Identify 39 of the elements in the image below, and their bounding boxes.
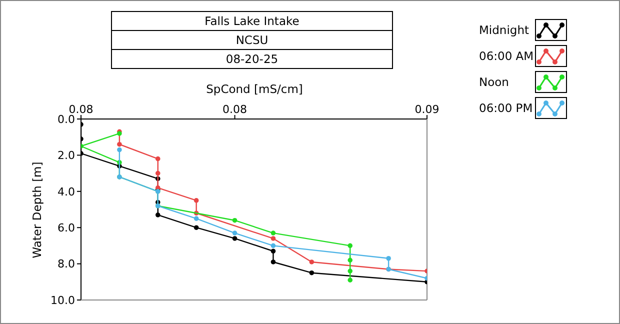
point: [348, 268, 353, 274]
point: [117, 147, 122, 152]
point: [270, 248, 276, 254]
text: 08-20-25: [112, 50, 392, 69]
point: [348, 243, 353, 248]
legend-label: 06:00 PM: [479, 101, 534, 115]
point: [309, 270, 314, 276]
legend-label: 06:00 AM: [479, 49, 535, 63]
x-tick-label: 0.08: [222, 103, 248, 116]
point: [270, 236, 276, 241]
y-tick-label: 4.0: [58, 185, 75, 198]
point: [232, 230, 238, 236]
y-tick-label: 2.0: [58, 149, 75, 162]
y-tick-label: 6.0: [58, 222, 75, 235]
x-axis-title: SpCond [mS/cm]: [205, 82, 304, 96]
point: [270, 230, 276, 236]
chart-subtitle: NCSU: [112, 31, 392, 50]
point: [194, 216, 199, 221]
x-tick-label: 0.09: [414, 103, 440, 116]
point: [348, 278, 353, 282]
point: [194, 198, 199, 203]
point: [309, 260, 314, 264]
point: [155, 170, 160, 176]
point: [194, 225, 199, 230]
point: [386, 256, 391, 261]
point: [270, 243, 276, 248]
point: [270, 260, 276, 264]
point: [117, 142, 122, 147]
point: [232, 218, 238, 223]
y-tick-label: 10.0: [50, 294, 75, 307]
chart-title: Falls Lake Intake: [112, 12, 392, 31]
point: [232, 236, 238, 241]
y-axis-title: Water Depth [m]: [30, 162, 44, 258]
legend-label: Midnight: [479, 23, 530, 37]
point: [348, 258, 353, 263]
point: [155, 212, 160, 218]
point: [155, 156, 160, 162]
y-tick-label: 8.0: [58, 258, 75, 271]
legend-label: Noon: [479, 75, 510, 89]
